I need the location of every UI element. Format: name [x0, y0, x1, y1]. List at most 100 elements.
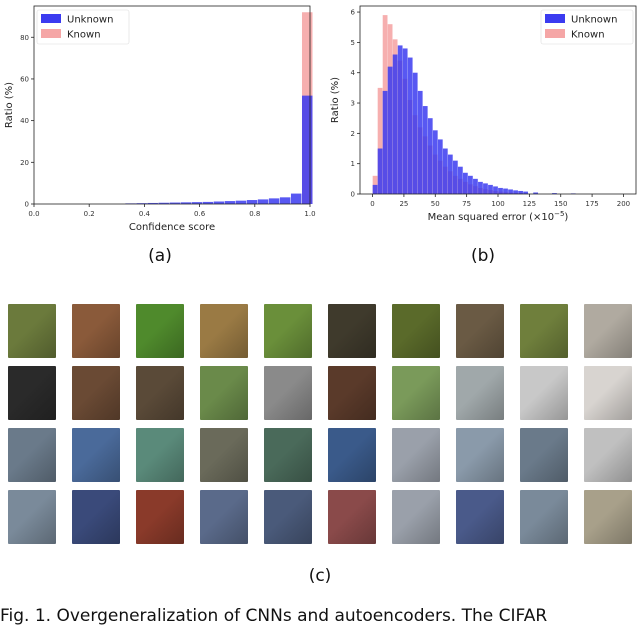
- bar-unknown: [443, 149, 448, 194]
- bar-unknown: [236, 201, 246, 204]
- ship-image-5: [264, 428, 312, 482]
- bar-unknown: [433, 130, 438, 194]
- bar-unknown: [488, 185, 493, 194]
- bar-unknown: [413, 73, 418, 194]
- bar-unknown: [508, 189, 513, 194]
- frog-image-7: [392, 304, 440, 358]
- bar-unknown: [258, 199, 268, 204]
- truck-image-5: [264, 490, 312, 544]
- y-tick-label: 60: [20, 75, 29, 83]
- frog-image-2: [72, 304, 120, 358]
- bar-unknown: [513, 190, 518, 194]
- y-axis-label: Ratio (%): [4, 82, 15, 128]
- y-tick-label: 20: [20, 159, 29, 167]
- bar-unknown: [483, 183, 488, 194]
- bar-unknown: [473, 179, 478, 194]
- horse-image-10: [584, 366, 632, 420]
- figure-caption: Fig. 1. Overgeneralization of CNNs and a…: [0, 606, 640, 626]
- y-tick-label: 80: [20, 34, 29, 42]
- x-tick-label: 50: [431, 200, 440, 208]
- frog-image-8: [456, 304, 504, 358]
- x-tick-label: 1.0: [304, 210, 315, 218]
- bar-unknown: [393, 55, 398, 194]
- truck-image-7: [392, 490, 440, 544]
- horse-image-9: [520, 366, 568, 420]
- x-tick-label: 25: [399, 200, 408, 208]
- x-tick-label: 0.0: [28, 210, 39, 218]
- bar-unknown: [225, 201, 235, 204]
- legend-label-known: Known: [67, 30, 101, 41]
- y-tick-label: 4: [351, 69, 356, 77]
- frog-image-5: [264, 304, 312, 358]
- ship-image-7: [392, 428, 440, 482]
- y-tick-label: 5: [351, 39, 355, 47]
- bar-unknown: [408, 58, 413, 194]
- y-tick-label: 2: [351, 130, 355, 138]
- bar-unknown: [458, 167, 463, 194]
- x-tick-label: 150: [554, 200, 567, 208]
- truck-image-6: [328, 490, 376, 544]
- bar-unknown: [302, 96, 312, 204]
- ship-image-8: [456, 428, 504, 482]
- bar-unknown: [448, 155, 453, 194]
- legend-label-unknown: Unknown: [571, 15, 617, 26]
- ship-image-9: [520, 428, 568, 482]
- x-axis-label: Mean squared error (×10−5): [428, 210, 569, 223]
- truck-image-2: [72, 490, 120, 544]
- legend-swatch-unknown: [41, 14, 61, 23]
- bar-unknown: [438, 139, 443, 194]
- frog-image-6: [328, 304, 376, 358]
- bar-unknown: [291, 194, 301, 204]
- truck-image-4: [200, 490, 248, 544]
- bar-unknown: [378, 149, 383, 194]
- label-a: (a): [140, 246, 180, 266]
- label-b: (b): [463, 246, 503, 266]
- y-tick-label: 40: [20, 117, 29, 125]
- bar-unknown: [383, 91, 388, 194]
- bar-unknown: [503, 189, 508, 194]
- x-tick-label: 0.2: [84, 210, 95, 218]
- y-tick-label: 1: [351, 160, 355, 168]
- ship-image-6: [328, 428, 376, 482]
- horse-image-7: [392, 366, 440, 420]
- bar-unknown: [478, 182, 483, 194]
- bar-unknown: [280, 197, 290, 204]
- y-tick-label: 0: [25, 201, 29, 209]
- frog-image-4: [200, 304, 248, 358]
- bar-unknown: [468, 176, 473, 194]
- y-tick-label: 3: [351, 100, 355, 108]
- ship-image-10: [584, 428, 632, 482]
- ship-image-1: [8, 428, 56, 482]
- legend-label-unknown: Unknown: [67, 15, 113, 26]
- horse-image-1: [8, 366, 56, 420]
- x-axis-label-end: ): [564, 212, 568, 223]
- horse-image-4: [200, 366, 248, 420]
- x-tick-label: 200: [617, 200, 630, 208]
- horse-image-8: [456, 366, 504, 420]
- bar-unknown: [428, 118, 433, 194]
- x-tick-label: 100: [491, 200, 504, 208]
- x-tick-label: 75: [462, 200, 471, 208]
- x-tick-label: 0.6: [194, 210, 206, 218]
- y-axis-label: Ratio (%): [330, 77, 341, 123]
- ship-image-4: [200, 428, 248, 482]
- truck-image-9: [520, 490, 568, 544]
- bar-unknown: [418, 91, 423, 194]
- bar-unknown: [247, 200, 257, 204]
- bar-unknown: [269, 198, 279, 204]
- legend-label-known: Known: [571, 30, 605, 41]
- x-axis-label: Confidence score: [129, 222, 215, 233]
- bar-unknown: [463, 173, 468, 194]
- ship-image-2: [72, 428, 120, 482]
- bar-unknown: [498, 188, 503, 194]
- horse-image-6: [328, 366, 376, 420]
- horse-image-3: [136, 366, 184, 420]
- horse-image-5: [264, 366, 312, 420]
- frog-image-10: [584, 304, 632, 358]
- label-c: (c): [300, 566, 340, 586]
- bar-unknown: [403, 48, 408, 194]
- truck-image-1: [8, 490, 56, 544]
